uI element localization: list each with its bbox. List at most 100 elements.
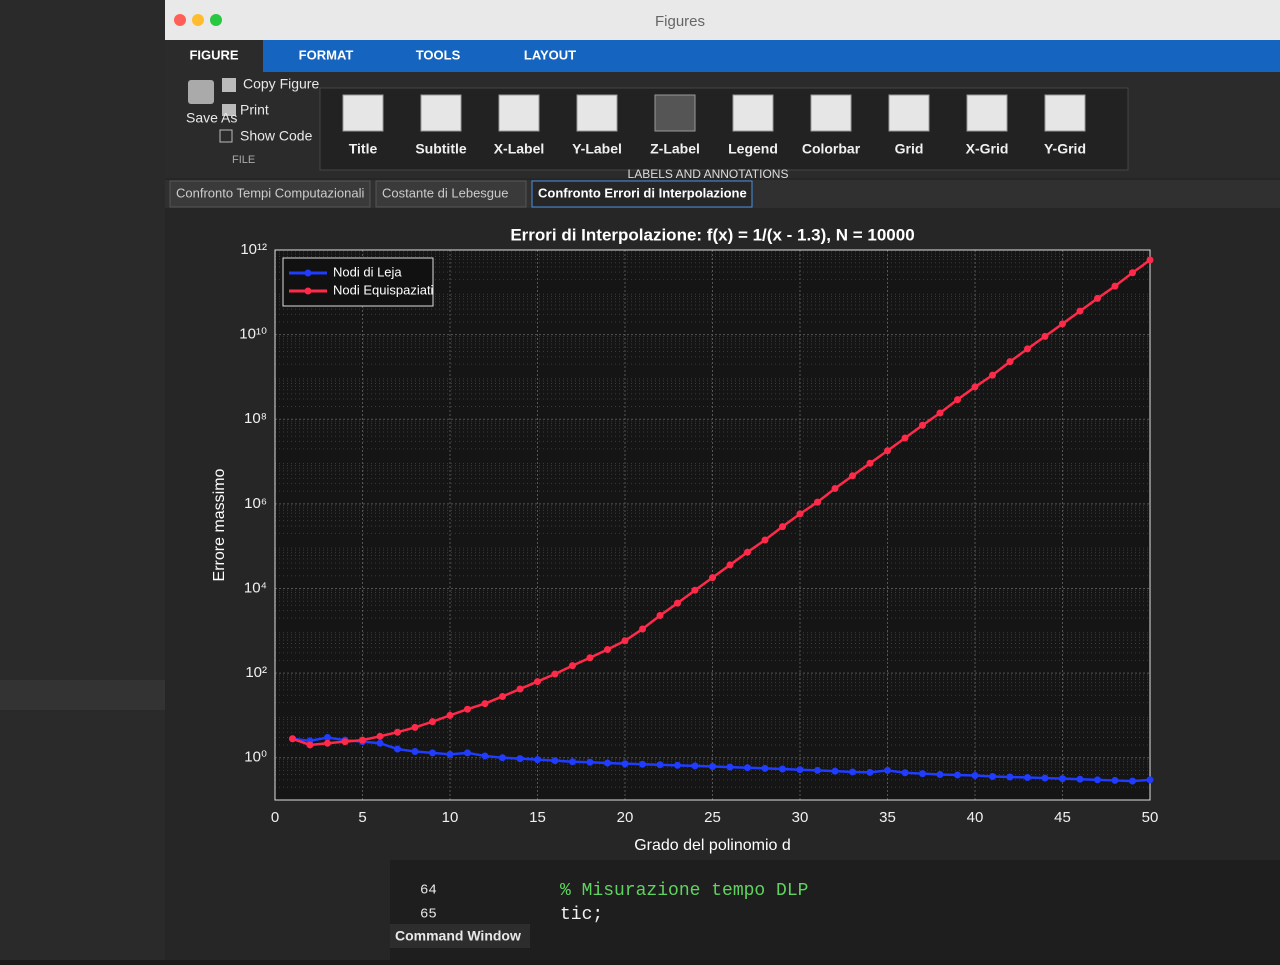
ribbon-tab[interactable]: LAYOUT (524, 47, 576, 62)
group-label: FILE (232, 154, 255, 166)
copy-icon[interactable] (222, 78, 236, 92)
button-icon[interactable] (576, 94, 618, 132)
data-point (324, 739, 331, 747)
x-tick-label: 15 (529, 809, 546, 826)
gallery-button[interactable]: Y-Grid (1044, 141, 1086, 157)
print-button[interactable]: Print (240, 102, 269, 118)
data-point (429, 718, 436, 726)
data-point (1076, 775, 1084, 783)
button-icon[interactable] (732, 94, 774, 132)
data-point (1094, 776, 1101, 784)
button-icon[interactable] (810, 94, 852, 132)
data-point (761, 764, 769, 772)
data-point (866, 459, 874, 467)
ribbon-tab[interactable]: FORMAT (299, 47, 354, 62)
code-comment: % Misurazione tempo DLP (560, 881, 808, 901)
data-point (849, 472, 856, 480)
data-point (516, 685, 524, 693)
data-point (936, 409, 944, 417)
chart-title: Errori di Interpolazione: f(x) = 1/(x - … (510, 225, 914, 244)
gallery-button[interactable]: Colorbar (802, 141, 861, 157)
minimize-button[interactable] (192, 14, 204, 26)
group-label: LABELS AND ANNOTATIONS (628, 167, 789, 181)
data-point (499, 754, 506, 762)
legend-marker (304, 269, 312, 277)
data-point (376, 732, 384, 740)
data-point (1094, 294, 1101, 302)
x-tick-label: 30 (792, 809, 809, 826)
data-point (971, 771, 979, 779)
figure-tab-label[interactable]: Costante di Lebesgue (382, 185, 508, 200)
data-point (744, 548, 751, 556)
x-tick-label: 35 (879, 809, 896, 826)
gallery-button[interactable]: Grid (895, 141, 924, 157)
figure-tab[interactable] (531, 180, 753, 208)
save-icon[interactable] (188, 80, 214, 104)
button-icon[interactable] (654, 94, 696, 132)
y-tick-label: 10¹² (240, 241, 267, 258)
data-point (289, 735, 296, 743)
y-tick-label: 10² (245, 664, 267, 681)
y-tick-label: 10⁴ (244, 579, 267, 596)
data-point (621, 760, 629, 768)
data-point (901, 434, 909, 442)
data-point (866, 768, 874, 776)
ribbon-tab[interactable]: FIGURE (189, 47, 238, 62)
axes-box (274, 249, 1151, 801)
show-code-label[interactable]: Show Code (240, 128, 313, 144)
data-point (779, 765, 786, 773)
data-point (656, 611, 664, 619)
line-number: 65 (420, 907, 437, 923)
data-point (569, 662, 576, 670)
data-point (936, 771, 944, 779)
data-point (324, 734, 331, 742)
save-as-button[interactable]: Save As (186, 110, 237, 126)
data-point (1006, 773, 1014, 781)
y-tick-label: 10⁶ (244, 495, 267, 512)
button-icon[interactable] (888, 94, 930, 132)
zoom-button[interactable] (210, 14, 222, 26)
data-point (394, 745, 401, 753)
data-point (971, 383, 979, 391)
figure-tab-label[interactable]: Confronto Errori di Interpolazione (538, 185, 747, 200)
figure-tab[interactable] (169, 180, 371, 208)
gallery-button[interactable]: Legend (728, 141, 778, 157)
gallery-button[interactable]: Y-Label (572, 141, 622, 157)
data-point (464, 705, 471, 713)
figure-tab-label[interactable]: Confronto Tempi Computazionali (176, 185, 364, 200)
button-icon[interactable] (342, 94, 384, 132)
data-point (1024, 774, 1031, 782)
gallery-button[interactable]: Title (349, 141, 378, 157)
button-icon[interactable] (498, 94, 540, 132)
data-point (1111, 776, 1119, 784)
x-tick-label: 50 (1142, 809, 1159, 826)
data-point (1059, 320, 1066, 328)
button-icon[interactable] (966, 94, 1008, 132)
gallery-button[interactable]: X-Grid (966, 141, 1009, 157)
data-point (919, 421, 926, 429)
ribbon-tab[interactable]: TOOLS (416, 47, 461, 62)
data-point (1024, 345, 1031, 353)
gallery-button[interactable]: X-Label (494, 141, 545, 157)
data-point (796, 510, 804, 518)
y-tick-label: 10⁸ (244, 410, 267, 427)
button-icon[interactable] (420, 94, 462, 132)
gallery-button[interactable]: Z-Label (650, 141, 700, 157)
data-point (989, 371, 996, 379)
gallery-button[interactable]: Subtitle (415, 141, 467, 157)
y-tick-label: 10¹⁰ (239, 326, 267, 343)
figure-tab[interactable] (375, 180, 527, 208)
data-point (1129, 269, 1136, 277)
data-point (831, 767, 839, 775)
data-point (884, 447, 891, 455)
data-point (901, 769, 909, 777)
copy-figure-button[interactable]: Copy Figure (243, 76, 319, 92)
data-point (604, 759, 611, 767)
button-icon[interactable] (1044, 94, 1086, 132)
show-code-checkbox[interactable] (219, 129, 233, 143)
editor (390, 860, 1280, 960)
data-point (709, 574, 716, 582)
data-point (586, 654, 594, 662)
close-button[interactable] (174, 14, 186, 26)
print-icon[interactable] (222, 104, 236, 116)
